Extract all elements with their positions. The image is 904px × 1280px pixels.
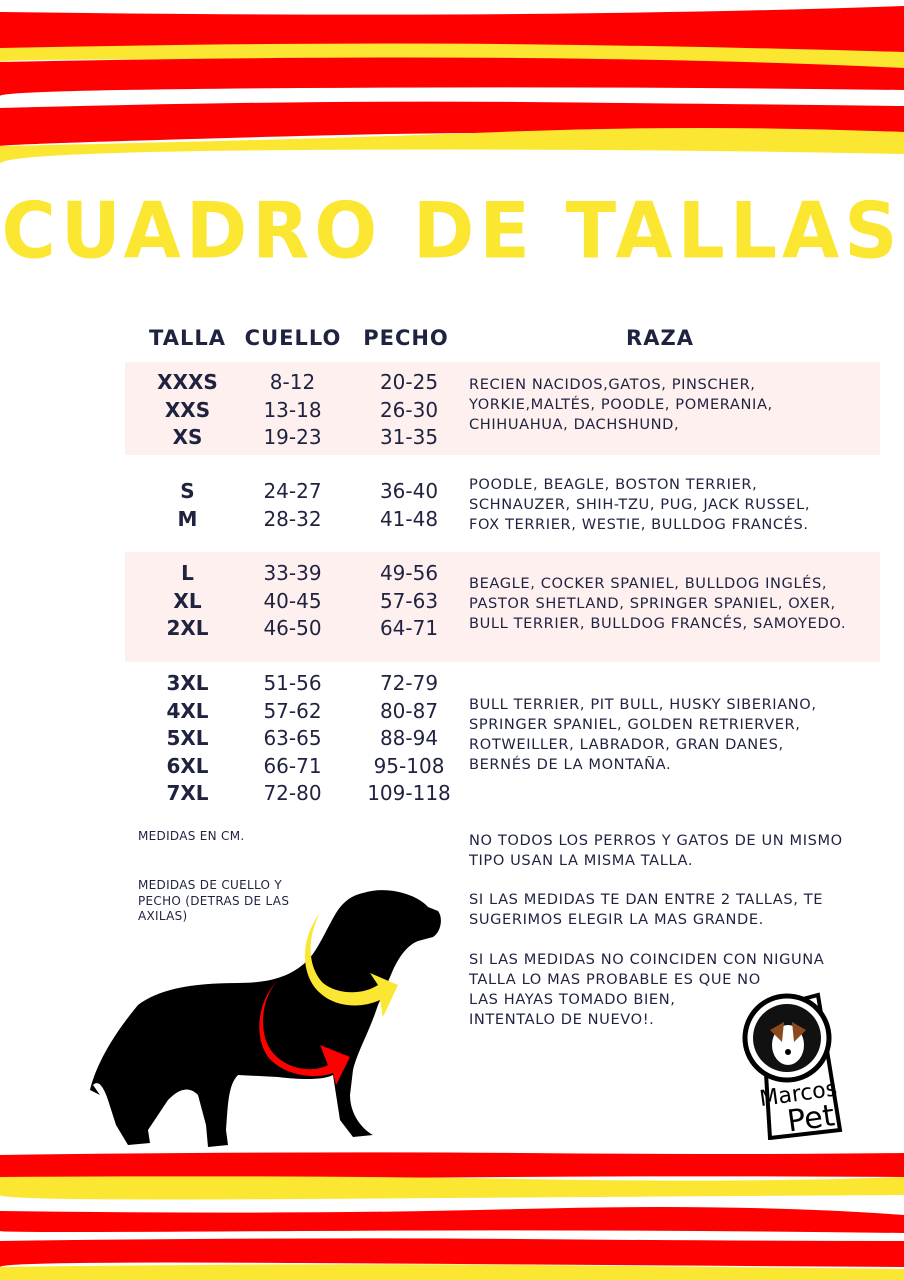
chest-cell: 64-71 (379, 616, 439, 640)
chest-cell: 20-25 (379, 370, 439, 394)
tip-line: INTENTALO DE NUEVO!. (469, 1011, 655, 1028)
neck-cell: 46-50 (263, 616, 322, 640)
page-title: CUADRO DE TALLAS (1, 185, 903, 277)
neck-cell: 33-39 (263, 561, 322, 585)
neck-cell: 8-12 (269, 370, 316, 394)
tip-line: TALLA LO MAS PROBABLE ES QUE NO (469, 971, 761, 988)
size-cell: L (181, 561, 194, 585)
units-note: MEDIDAS EN CM. (138, 829, 245, 843)
measure-note-line: AXILAS) (138, 909, 188, 923)
tip-line: LAS HAYAS TOMADO BIEN, (469, 991, 676, 1008)
chest-cell: 31-35 (379, 425, 439, 449)
breeds-group-4: BULL TERRIER, PIT BULL, HUSKY SIBERIANO,… (469, 695, 889, 775)
cuello-column-group-4: 51-56 57-62 63-65 66-71 72-80 (240, 670, 345, 808)
breed-line: POODLE, BEAGLE, BOSTON TERRIER, (469, 476, 758, 493)
pecho-column-group-1: 20-25 26-30 31-35 (355, 369, 463, 452)
size-cell: 6XL (166, 753, 209, 778)
chest-cell: 95-108 (373, 753, 445, 778)
breeds-group-1: RECIEN NACIDOS,GATOS, PINSCHER, YORKIE,MA… (469, 375, 889, 435)
row-band-1 (125, 362, 880, 455)
header-raza: RAZA (626, 326, 694, 350)
breed-line: SCHNAUZER, SHIH-TZU, PUG, JACK RUSSEL, (469, 496, 811, 513)
chest-cell: 41-48 (379, 506, 439, 531)
breed-line: BULL TERRIER, BULLDOG FRANCÉS, SAMOYEDO. (469, 615, 847, 632)
talla-column-group-4: 3XL 4XL 5XL 6XL 7XL (135, 670, 240, 808)
breed-line: BEAGLE, COCKER SPANIEL, BULLDOG INGLÉS, (469, 575, 828, 592)
pecho-column-group-2: 36-40 41-48 (355, 478, 463, 533)
size-cell: XXS (164, 397, 211, 422)
cuello-column-group-3: 33-39 40-45 46-50 (240, 560, 345, 643)
size-cell: M (177, 506, 198, 531)
breed-line: CHIHUAHUA, DACHSHUND, (469, 416, 680, 433)
breeds-group-2: POODLE, BEAGLE, BOSTON TERRIER, SCHNAUZER… (469, 475, 889, 535)
chest-cell: 36-40 (379, 479, 439, 503)
chest-cell: 109-118 (367, 781, 451, 805)
pecho-column-group-4: 72-79 80-87 88-94 95-108 109-118 (355, 670, 463, 808)
header-talla: TALLA (149, 326, 226, 350)
tip-line: TIPO USAN LA MISMA TALLA. (469, 852, 694, 869)
neck-cell: 66-71 (263, 753, 322, 778)
tip-line: SUGERIMOS ELEGIR LA MAS GRANDE. (469, 911, 764, 928)
tip-line: SI LAS MEDIDAS NO COINCIDEN CON NIGUNA (469, 951, 825, 968)
tip-3: SI LAS MEDIDAS NO COINCIDEN CON NIGUNA T… (469, 950, 899, 1030)
size-cell: XL (173, 588, 202, 613)
header-cuello: CUELLO (244, 326, 342, 350)
pecho-column-group-3: 49-56 57-63 64-71 (355, 560, 463, 643)
size-cell: 5XL (166, 726, 209, 750)
tip-2: SI LAS MEDIDAS TE DAN ENTRE 2 TALLAS, TE… (469, 890, 899, 930)
chest-cell: 72-79 (379, 671, 439, 695)
neck-cell: 51-56 (263, 671, 322, 695)
measure-note-line: MEDIDAS DE CUELLO Y (138, 878, 282, 892)
dog-silhouette-illustration (90, 890, 441, 1147)
measure-note: MEDIDAS DE CUELLO Y PECHO (DETRAS DE LAS… (138, 878, 289, 925)
breed-line: RECIEN NACIDOS,GATOS, PINSCHER, (469, 376, 756, 393)
size-cell: 7XL (166, 781, 209, 805)
marcos-pet-logo: Marcos Pet (742, 992, 843, 1140)
tip-line: SI LAS MEDIDAS TE DAN ENTRE 2 TALLAS, TE (469, 891, 824, 908)
neck-cell: 57-62 (263, 698, 322, 723)
top-stripes-decoration (0, 6, 904, 164)
neck-cell: 13-18 (263, 397, 322, 422)
neck-cell: 19-23 (263, 425, 322, 449)
cuello-column-group-2: 24-27 28-32 (240, 478, 345, 533)
talla-column-group-1: XXXS XXS XS (135, 369, 240, 452)
cuello-column-group-1: 8-12 13-18 19-23 (240, 369, 345, 452)
breed-line: BULL TERRIER, PIT BULL, HUSKY SIBERIANO, (469, 696, 817, 713)
breeds-group-3: BEAGLE, COCKER SPANIEL, BULLDOG INGLÉS, P… (469, 574, 889, 634)
tip-1: NO TODOS LOS PERROS Y GATOS DE UN MISMO … (469, 831, 899, 871)
breed-line: FOX TERRIER, WESTIE, BULLDOG FRANCÉS. (469, 516, 809, 533)
row-band-3 (125, 552, 880, 662)
size-cell: 4XL (166, 698, 209, 723)
chest-cell: 49-56 (379, 561, 439, 585)
measure-note-line: PECHO (DETRAS DE LAS (138, 893, 290, 908)
chest-cell: 80-87 (379, 698, 439, 723)
breed-line: SPRINGER SPANIEL, GOLDEN RETRIERVER, (469, 716, 801, 733)
tip-line: NO TODOS LOS PERROS Y GATOS DE UN MISMO (469, 832, 843, 849)
size-cell: XXXS (157, 370, 218, 394)
neck-cell: 72-80 (263, 781, 322, 805)
size-cell: 3XL (166, 671, 209, 695)
neck-cell: 40-45 (263, 588, 322, 613)
logo-text-pet: Pet (785, 1098, 837, 1139)
breed-line: YORKIE,MALTÉS, POODLE, POMERANIA, (469, 396, 773, 413)
size-cell: 2XL (166, 616, 209, 640)
size-cell: S (180, 479, 195, 503)
neck-cell: 63-65 (263, 726, 322, 750)
neck-cell: 24-27 (263, 479, 322, 503)
breed-line: BERNÉS DE LA MONTAÑA. (469, 756, 672, 773)
header-pecho: PECHO (363, 326, 449, 350)
neck-cell: 28-32 (263, 506, 322, 531)
breed-line: ROTWEILLER, LABRADOR, GRAN DANES, (469, 736, 784, 753)
size-cell: XS (172, 425, 203, 449)
chest-cell: 26-30 (379, 397, 439, 422)
bottom-stripes-decoration (0, 1152, 904, 1280)
chest-cell: 88-94 (379, 726, 439, 750)
breed-line: PASTOR SHETLAND, SPRINGER SPANIEL, OXER, (469, 595, 836, 612)
talla-column-group-3: L XL 2XL (135, 560, 240, 643)
chest-cell: 57-63 (379, 588, 439, 613)
